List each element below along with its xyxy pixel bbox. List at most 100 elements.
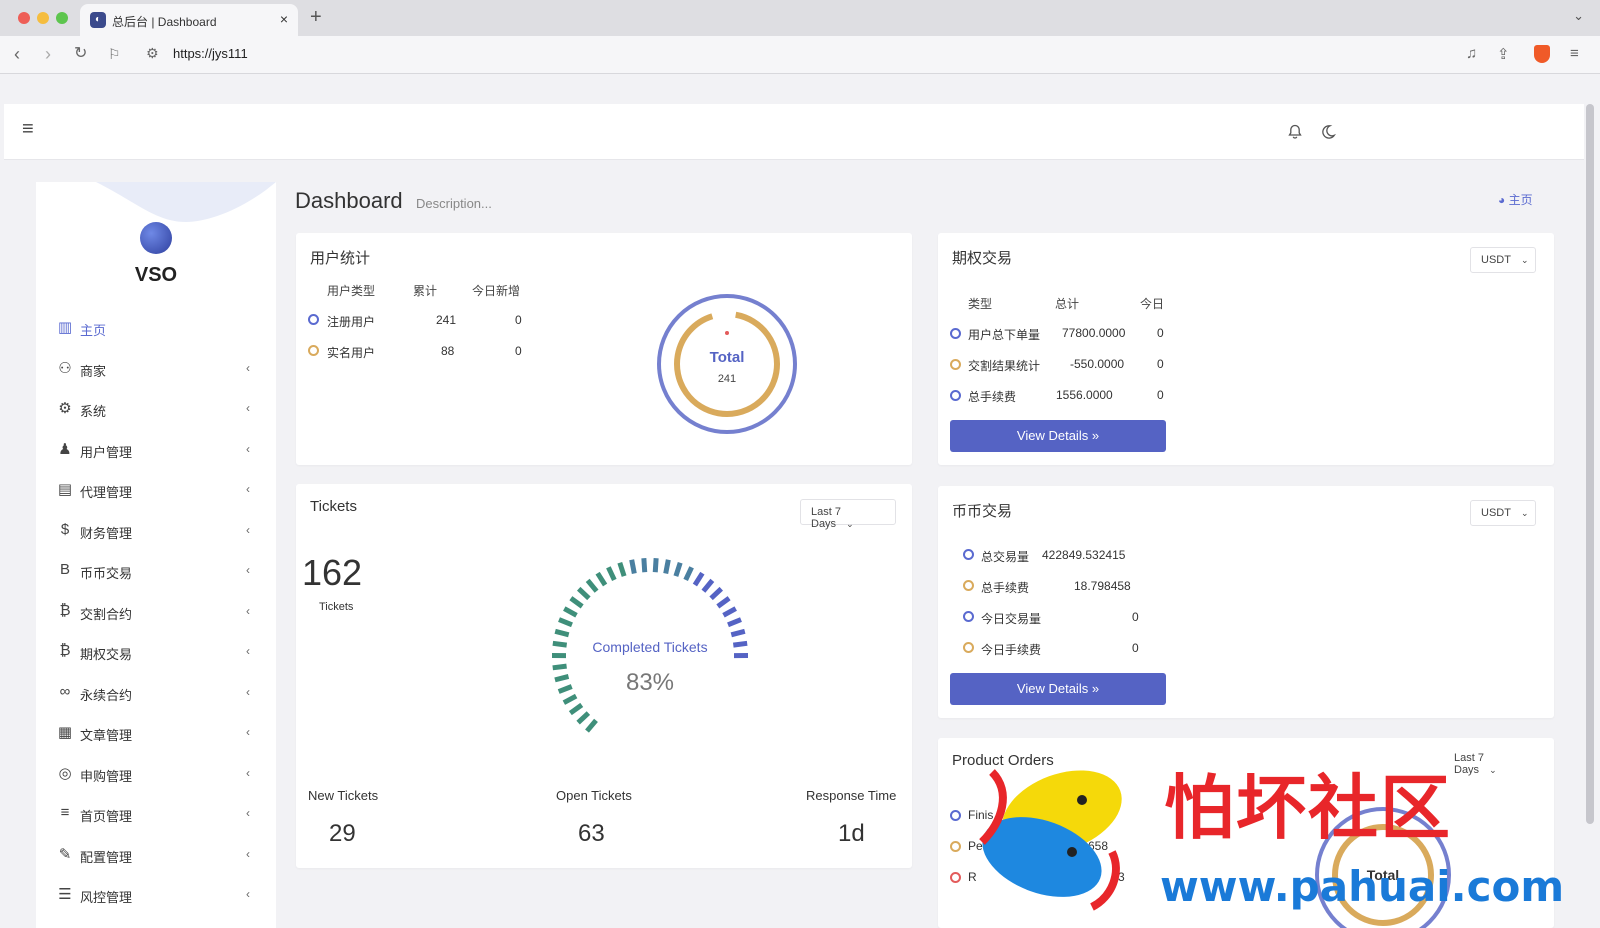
wrench-icon: ✎ [58, 845, 72, 863]
gauge-tick [727, 617, 742, 628]
spot-view-details-button[interactable]: View Details » [950, 673, 1166, 705]
gauge-tick [730, 628, 746, 638]
spot-currency-select[interactable]: USDT ⌄ [1470, 500, 1536, 526]
gauge-tick [558, 617, 573, 628]
donut-marker [725, 331, 729, 335]
chevron-left-icon: ‹ [246, 725, 250, 739]
gauge-tick [563, 606, 578, 618]
breadcrumb[interactable]: ◕ 主页 [1498, 191, 1533, 208]
tickets-count-label: Tickets [319, 601, 354, 613]
sidebar-item-label: 用户管理 [80, 444, 133, 460]
sidebar-nav: ▥ 主页 ⚇ 商家 ‹ ⚙ 系统 ‹ ♟ 用户管理 ‹ ▤ 代理管理 ‹ $ 财务管理 ‹ B 币币交易 ‹ ₿ 交割合约… [36, 307, 276, 915]
watermark-url: www.pahuai.com [1160, 862, 1565, 911]
back-icon[interactable]: ‹ [14, 44, 20, 64]
address-bar[interactable]: https://jys111 [173, 46, 248, 61]
user-stats-row-today: 0 [515, 344, 522, 358]
sidebar-item[interactable]: ⚇ 商家 ‹ [36, 348, 276, 389]
sidebar-item[interactable]: ✎ 配置管理 ‹ [36, 834, 276, 875]
site-settings-icon[interactable]: ⚙ [146, 45, 159, 61]
tab-favicon-icon: ◐ [90, 12, 106, 28]
maximize-window-button[interactable] [56, 12, 68, 24]
gauge-tick [569, 596, 584, 609]
id-card-icon: ▤ [57, 481, 73, 498]
sidebar-item[interactable]: ≡ 首页管理 ‹ [36, 793, 276, 834]
options-row-type: 交割结果统计 [968, 359, 1041, 373]
reload-icon[interactable]: ↻ [74, 45, 88, 62]
sidebar-item[interactable]: ◎ 申购管理 ‹ [36, 753, 276, 794]
gauge-tick [709, 586, 723, 601]
gauge-tick [673, 561, 683, 577]
chevron-left-icon: ‹ [246, 684, 250, 699]
new-tickets-label: New Tickets [308, 788, 379, 803]
spot-trading-title: 币币交易 [952, 503, 1013, 520]
sidebar-item-label: 代理管理 [80, 485, 133, 500]
forward-icon[interactable]: › [45, 44, 51, 64]
sidebar-item[interactable]: ▤ 代理管理 ‹ [36, 469, 276, 510]
browser-tab-active[interactable]: ◐ 总后台 | Dashboard × [80, 4, 298, 36]
user-stats-row-total: 241 [436, 313, 457, 327]
bell-icon[interactable] [1287, 124, 1303, 140]
open-tickets-value: 63 [578, 820, 605, 847]
breadcrumb-home[interactable]: 主页 [1508, 193, 1533, 207]
browser-menu-icon[interactable]: ≡ [1570, 45, 1579, 62]
page-scrollbar[interactable] [1586, 104, 1594, 824]
bookmark-icon[interactable]: ⚐ [108, 46, 121, 62]
orders-range-select[interactable]: Last 7 Days ⌄ [1444, 746, 1538, 776]
minimize-window-button[interactable] [37, 12, 49, 24]
sidebar-item[interactable]: ∞ 永续合约 ‹ [36, 672, 276, 713]
new-tab-button[interactable]: + [310, 6, 322, 28]
sidebar-item-label: 首页管理 [80, 809, 133, 824]
sidebar-item-label: 申购管理 [80, 768, 133, 784]
orders-total-donut: Total [1315, 807, 1451, 928]
legend-dot-icon [308, 314, 319, 325]
options-view-details-button[interactable]: View Details » [950, 420, 1166, 452]
options-currency-select[interactable]: USDT ⌄ [1470, 247, 1536, 273]
user-stats-header-today: 今日新增 [472, 284, 521, 298]
orders-row-value: 3 [1118, 870, 1125, 884]
spot-trading-card: 币币交易 USDT ⌄ 总交易量 422849.532415 总手续费 18.79… [938, 486, 1554, 718]
sidebar-item[interactable]: ⚙ 系统 ‹ [36, 388, 276, 429]
sidebar-item[interactable]: ₿ 交割合约 ‹ [36, 591, 276, 632]
spot-row-value: 18.798458 [1074, 579, 1131, 593]
gauge-tick [683, 566, 694, 582]
tickets-range-select[interactable]: Last 7 Days ⌄ [800, 499, 896, 530]
donut-value: 241 [718, 373, 736, 385]
chevron-left-icon: ‹ [246, 887, 250, 901]
media-icon[interactable]: ♫ [1466, 45, 1478, 62]
share-icon[interactable]: ⇪ [1497, 46, 1510, 63]
tab-list-chevron-icon[interactable]: ⌄ [1573, 8, 1584, 23]
options-header-type: 类型 [968, 297, 993, 311]
sidebar-item[interactable]: ☰ 风控管理 ‹ [36, 874, 276, 915]
hamburger-icon[interactable]: ≡ [22, 118, 34, 140]
spot-row-type: 总手续费 [981, 581, 1030, 595]
bitcoin-icon: ₿ [59, 642, 71, 659]
spot-row-type: 总交易量 [981, 550, 1030, 564]
gauge-tick [732, 640, 748, 648]
sidebar-item[interactable]: $ 财务管理 ‹ [36, 510, 276, 551]
moon-icon[interactable] [1320, 124, 1336, 140]
tab-close-icon[interactable]: × [279, 11, 288, 27]
options-row-total: 1556.0000 [1056, 388, 1113, 402]
gauge-tick [701, 578, 715, 593]
sidebar-item[interactable]: ▦ 文章管理 ‹ [36, 712, 276, 753]
user-stats-title: 用户统计 [310, 250, 371, 267]
gauge-tick [617, 561, 627, 577]
gauge-value: 83% [626, 669, 674, 696]
logo-icon [140, 222, 172, 254]
brave-shield-icon[interactable] [1534, 45, 1550, 63]
chevron-left-icon: ‹ [246, 644, 250, 658]
donut-outer-ring [657, 294, 797, 434]
user-stats-row-today: 0 [515, 313, 522, 327]
sidebar-item[interactable]: ♟ 用户管理 ‹ [36, 429, 276, 470]
dashboard-icon: ◕ [1498, 193, 1506, 207]
sidebar-item[interactable]: B 币币交易 ‹ [36, 550, 276, 591]
close-window-button[interactable] [18, 12, 30, 24]
options-header-today: 今日 [1140, 297, 1165, 311]
chevron-left-icon: ‹ [246, 482, 250, 496]
sidebar-item[interactable]: ▥ 主页 [36, 307, 276, 348]
legend-dot-icon [950, 872, 961, 883]
sidebar-item[interactable]: ₿ 期权交易 ‹ [36, 631, 276, 672]
legend-dot-icon [950, 810, 961, 821]
donut-outer-ring [1315, 807, 1451, 928]
donut-inner-ring [1332, 824, 1434, 926]
